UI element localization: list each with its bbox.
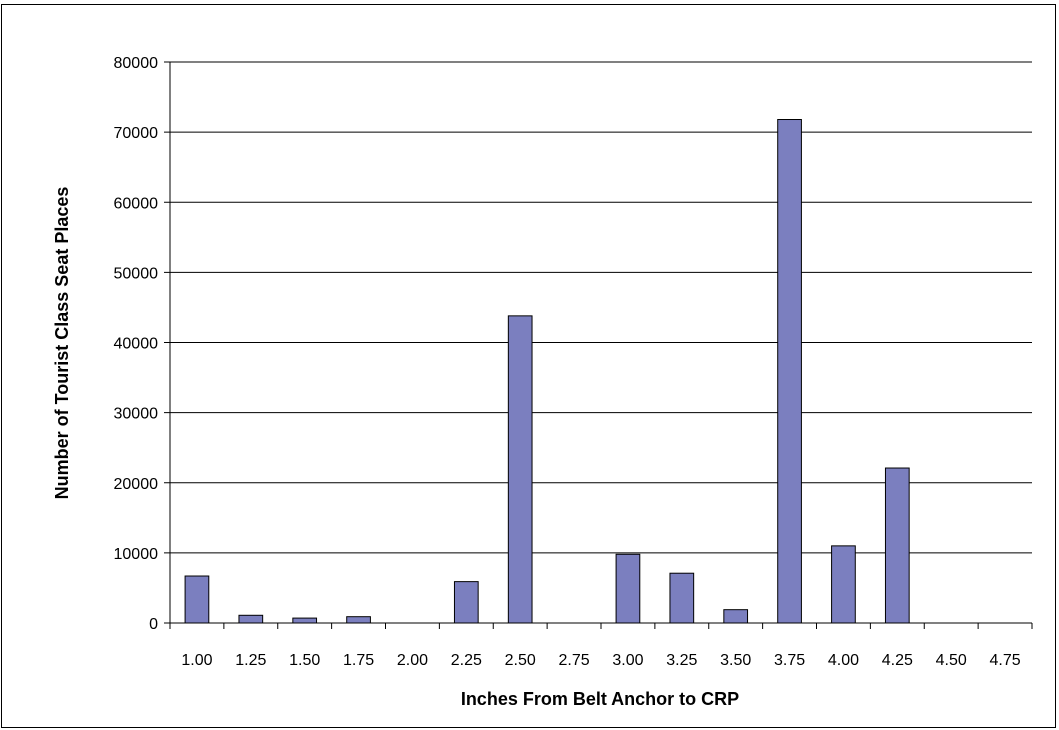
y-tick-labels: 0 10000 20000 30000 40000 50000 60000 70000 8000… [114, 55, 159, 633]
bar-1-50 [292, 617, 318, 624]
y-axis-title: Number of Tourist Class Seat Places [52, 187, 72, 500]
x-tick-label: 2.00 [397, 652, 428, 669]
y-tick-label: 50000 [114, 265, 159, 282]
x-axis-title: Inches From Belt Anchor to CRP [461, 689, 739, 709]
bar-1-75 [346, 616, 371, 624]
bar-4-00 [831, 545, 856, 624]
y-tick-label: 0 [149, 616, 158, 633]
bar-4-25 [884, 467, 910, 624]
x-tick-label: 4.75 [989, 652, 1020, 669]
x-tick-label: 3.25 [666, 652, 697, 669]
x-tick-label: 2.25 [451, 652, 482, 669]
bar-1-00 [184, 575, 210, 624]
x-tick-label: 4.00 [828, 652, 859, 669]
bar-1-25 [238, 614, 264, 624]
bar-2-25 [453, 581, 479, 624]
x-tick-label: 3.00 [612, 652, 643, 669]
bar-3-25 [669, 572, 695, 624]
x-tick-label: 3.50 [720, 652, 751, 669]
x-tick-label: 4.50 [936, 652, 967, 669]
bar-2-50 [507, 315, 533, 624]
y-tick-label: 80000 [114, 55, 159, 72]
bar-3-75 [777, 119, 802, 624]
y-tick-label: 40000 [114, 336, 159, 353]
y-tick-label: 30000 [114, 406, 159, 423]
x-tick-label: 1.50 [289, 652, 320, 669]
y-tick-label: 10000 [114, 546, 159, 563]
x-tick-labels: 1.00 1.25 1.50 1.75 2.00 2.25 2.50 2.75 3.00 3.25… [181, 652, 1020, 669]
x-tick-label: 1.00 [181, 652, 212, 669]
x-tick-label: 1.25 [235, 652, 266, 669]
y-tick-label: 60000 [114, 195, 159, 212]
x-tick-label: 4.25 [882, 652, 913, 669]
x-tick-label: 2.75 [558, 652, 589, 669]
y-tick-label: 20000 [114, 476, 159, 493]
bar-3-50 [723, 609, 749, 624]
x-tick-label: 2.50 [505, 652, 536, 669]
axes [164, 61, 1033, 629]
bars [184, 119, 910, 624]
x-tick-label: 1.75 [343, 652, 374, 669]
x-tick-label: 3.75 [774, 652, 805, 669]
y-tick-label: 70000 [114, 125, 159, 142]
bar-3-00 [615, 553, 641, 624]
